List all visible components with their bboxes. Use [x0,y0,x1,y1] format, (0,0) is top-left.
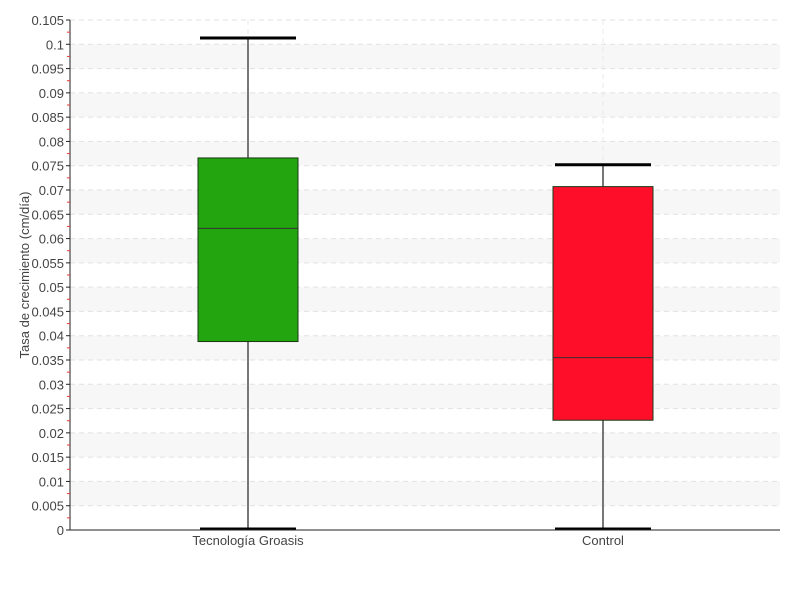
y-tick-label: 0.09 [39,86,64,101]
y-tick-label: 0.025 [31,402,64,417]
grid-band [70,92,780,118]
x-tick-label: Tecnología Groasis [192,533,304,548]
y-tick-label: 0.085 [31,110,64,125]
y-axis-label: Tasa de crecimiento (cm/día) [17,192,32,359]
grid-band [70,335,780,360]
grid-band [70,287,780,312]
x-ticks: Tecnología Groasis Control [192,533,624,548]
box [552,186,654,421]
grid-band [70,384,780,409]
grid-band [70,141,780,166]
grid-band [70,432,780,458]
y-tick-label: 0.01 [39,474,64,489]
boxes [197,36,654,531]
y-tick-label: 0.07 [39,183,64,198]
y-tick-label: 0.045 [31,304,64,319]
grid-band [70,481,780,506]
y-tick-label: 0.015 [31,450,64,465]
y-tick-label: 0.095 [31,62,64,77]
y-tick-label: 0.105 [31,13,64,28]
y-tick-label: 0.005 [31,499,64,514]
y-tick-label: 0 [57,523,64,538]
grid-band [70,44,780,69]
x-tick-label: Control [582,533,624,548]
y-tick-label: 0.06 [39,232,64,247]
y-tick-label: 0.075 [31,159,64,174]
grid-bands [70,44,780,506]
y-tick-label: 0.02 [39,426,64,441]
y-tick-label: 0.04 [39,329,64,344]
y-tick-label: 0.03 [39,377,64,392]
y-tick-label: 0.065 [31,207,64,222]
y-tick-label: 0.055 [31,256,64,271]
grid-band [70,238,780,263]
box [197,157,299,343]
y-ticks: 0 0.005 0.01 0.015 0.02 0.025 0.03 0.035 0.04 0.0… [31,13,70,538]
y-tick-label: 0.05 [39,280,64,295]
grid-lines [70,19,780,530]
y-tick-label: 0.08 [39,134,64,149]
y-tick-label: 0.1 [46,37,64,52]
grid-band [70,190,780,215]
y-tick-label: 0.035 [31,353,64,368]
